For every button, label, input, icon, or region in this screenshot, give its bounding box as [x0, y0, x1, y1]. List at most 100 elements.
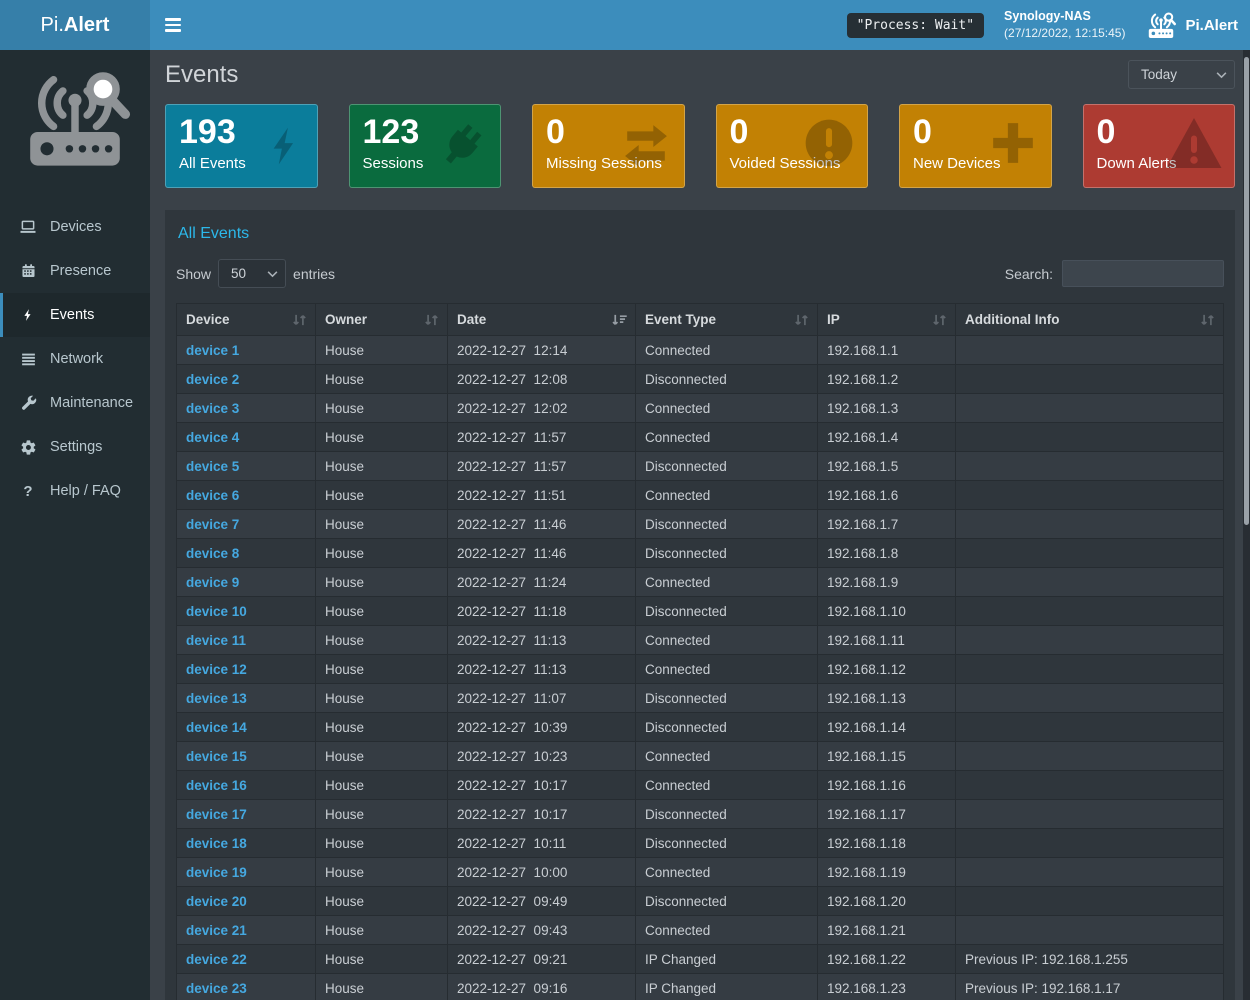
column-header-owner[interactable]: Owner [315, 303, 448, 336]
device-link[interactable]: device 3 [186, 400, 240, 416]
device-link[interactable]: device 1 [186, 342, 240, 358]
sidebar-item-presence[interactable]: Presence [0, 249, 150, 293]
sidebar-item-network[interactable]: Network [0, 337, 150, 381]
column-header-ip[interactable]: IP [817, 303, 956, 336]
card-sessions[interactable]: 123 Sessions [348, 104, 501, 188]
column-header-additional-info[interactable]: Additional Info [955, 303, 1224, 336]
ip-cell: 192.168.1.2 [817, 364, 956, 394]
device-link[interactable]: device 21 [186, 922, 247, 938]
event-type-cell: Connected [635, 741, 818, 771]
date-cell: 2022-12-27 11:57 [447, 422, 636, 452]
device-link[interactable]: device 8 [186, 545, 240, 561]
host-timestamp: (27/12/2022, 12:15:45) [1004, 26, 1126, 41]
ip-cell: 192.168.1.7 [817, 509, 956, 539]
event-type-cell: Disconnected [635, 596, 818, 626]
owner-cell: House [315, 944, 448, 974]
event-type-cell: Disconnected [635, 683, 818, 713]
card-missing-sessions[interactable]: 0 Missing Sessions [532, 104, 685, 188]
event-type-cell: Connected [635, 857, 818, 887]
sidebar-item-devices[interactable]: Devices [0, 205, 150, 249]
device-link[interactable]: device 18 [186, 835, 247, 851]
device-link[interactable]: device 10 [186, 603, 247, 619]
device-link[interactable]: device 14 [186, 719, 247, 735]
device-cell: device 21 [176, 915, 316, 945]
pialert-nav-link[interactable]: Pi.Alert [1145, 11, 1238, 39]
ip-cell: 192.168.1.4 [817, 422, 956, 452]
vertical-scrollbar[interactable] [1243, 50, 1250, 1000]
table-row: device 3 House 2022-12-27 12:02 Connected 19… [176, 393, 1224, 423]
card-all-events[interactable]: 193 All Events [165, 104, 318, 188]
sidebar-toggle-button[interactable] [150, 0, 195, 50]
date-cell: 2022-12-27 10:17 [447, 799, 636, 829]
ip-cell: 192.168.1.10 [817, 596, 956, 626]
owner-cell: House [315, 973, 448, 1000]
event-type-cell: Disconnected [635, 886, 818, 916]
date-cell: 2022-12-27 12:14 [447, 335, 636, 365]
sidebar-item-help-faq[interactable]: ? Help / FAQ [0, 469, 150, 513]
column-header-event-type[interactable]: Event Type [635, 303, 818, 336]
device-link[interactable]: device 16 [186, 777, 247, 793]
date-cell: 2022-12-27 11:24 [447, 567, 636, 597]
device-link[interactable]: device 4 [186, 429, 240, 445]
date-cell: 2022-12-27 09:49 [447, 886, 636, 916]
brand[interactable]: Pi. Alert [0, 0, 150, 50]
table-row: device 21 House 2022-12-27 09:43 Connected 1… [176, 915, 1224, 945]
device-cell: device 14 [176, 712, 316, 742]
device-link[interactable]: device 9 [186, 574, 240, 590]
device-link[interactable]: device 7 [186, 516, 240, 532]
event-type-cell: IP Changed [635, 944, 818, 974]
device-link[interactable]: device 12 [186, 661, 247, 677]
additional-info-cell [955, 625, 1224, 655]
device-link[interactable]: device 2 [186, 371, 240, 387]
card-value: 0 [729, 113, 749, 151]
additional-info-cell [955, 770, 1224, 800]
event-type-cell: Connected [635, 770, 818, 800]
card-label: New Devices [913, 155, 1001, 173]
table-row: device 11 House 2022-12-27 11:13 Connected 1… [176, 625, 1224, 655]
owner-cell: House [315, 509, 448, 539]
device-link[interactable]: device 17 [186, 806, 247, 822]
column-header-date[interactable]: Date [447, 303, 636, 336]
table-row: device 9 House 2022-12-27 11:24 Connected 19… [176, 567, 1224, 597]
additional-info-cell [955, 596, 1224, 626]
card-new-devices[interactable]: 0 New Devices [899, 104, 1052, 188]
device-link[interactable]: device 19 [186, 864, 247, 880]
device-cell: device 16 [176, 770, 316, 800]
search-input[interactable] [1062, 260, 1224, 287]
sidebar-item-maintenance[interactable]: Maintenance [0, 381, 150, 425]
event-type-cell: Connected [635, 422, 818, 452]
device-link[interactable]: device 20 [186, 893, 247, 909]
ip-cell: 192.168.1.21 [817, 915, 956, 945]
page-length-select[interactable]: 50 [218, 259, 287, 288]
event-type-cell: Disconnected [635, 828, 818, 858]
device-link[interactable]: device 11 [186, 632, 247, 648]
date-cell: 2022-12-27 10:39 [447, 712, 636, 742]
ip-cell: 192.168.1.20 [817, 886, 956, 916]
ip-cell: 192.168.1.16 [817, 770, 956, 800]
date-cell: 2022-12-27 11:18 [447, 596, 636, 626]
period-filter-select[interactable]: Today [1128, 60, 1235, 89]
scrollbar-thumb[interactable] [1244, 57, 1249, 525]
device-link[interactable]: device 23 [186, 980, 247, 996]
device-link[interactable]: device 13 [186, 690, 247, 706]
ip-cell: 192.168.1.23 [817, 973, 956, 1000]
device-cell: device 13 [176, 683, 316, 713]
additional-info-cell [955, 364, 1224, 394]
owner-cell: House [315, 451, 448, 481]
device-link[interactable]: device 22 [186, 951, 247, 967]
sidebar-item-settings[interactable]: Settings [0, 425, 150, 469]
device-link[interactable]: device 5 [186, 458, 240, 474]
device-link[interactable]: device 6 [186, 487, 240, 503]
device-link[interactable]: device 15 [186, 748, 247, 764]
sidebar-item-events[interactable]: Events [0, 293, 150, 337]
wrench-icon [19, 395, 37, 412]
card-down-alerts[interactable]: 0 Down Alerts [1082, 104, 1235, 188]
device-cell: device 3 [176, 393, 316, 423]
table-row: device 6 House 2022-12-27 11:51 Connected 19… [176, 480, 1224, 510]
card-voided-sessions[interactable]: 0 Voided Sessions [715, 104, 868, 188]
date-cell: 2022-12-27 10:00 [447, 857, 636, 887]
column-header-device[interactable]: Device [176, 303, 316, 336]
sidebar-item-label: Settings [50, 439, 103, 455]
additional-info-cell: Previous IP: 192.168.1.17 [955, 973, 1224, 1000]
device-cell: device 5 [176, 451, 316, 481]
